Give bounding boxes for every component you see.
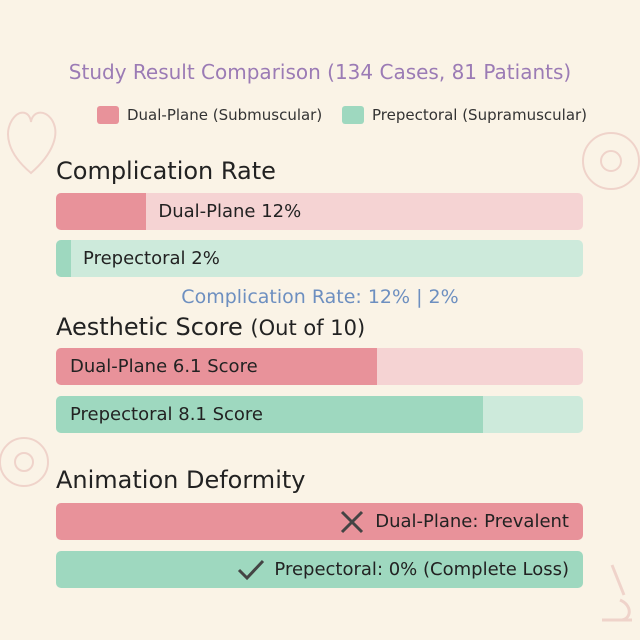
heading-sub: (Out of 10)	[250, 316, 366, 340]
bar-track: Prepectoral 2%	[56, 240, 583, 277]
bar-label: Dual-Plane 12%	[158, 201, 302, 222]
heart-icon	[7, 111, 57, 175]
cell-icon	[0, 437, 49, 487]
heading-text: Aesthetic Score	[56, 313, 243, 341]
bar	[56, 348, 378, 385]
section-heading: Complication Rate	[56, 157, 276, 185]
bar-track: Dual-Plane 6.1 Score	[56, 348, 583, 385]
bar-label: Prepectoral: 0% (Complete Loss)	[274, 559, 569, 580]
bar-track: Prepectoral: 0% (Complete Loss)	[56, 551, 583, 588]
check-icon	[237, 559, 265, 581]
bar-track: Prepectoral 8.1 Score	[56, 396, 583, 433]
section-heading: Aesthetic Score (Out of 10)	[56, 313, 365, 341]
legend-entry: Prepectoral (Supramuscular)	[342, 106, 587, 124]
legend-label: Dual-Plane (Submuscular)	[127, 106, 323, 124]
microscope-icon	[602, 564, 632, 622]
bar	[56, 396, 483, 433]
bar	[56, 193, 147, 230]
section-heading: Animation Deformity	[56, 466, 306, 494]
legend-swatch	[342, 106, 364, 124]
bar-label: Prepectoral 2%	[83, 248, 220, 269]
legend-entry: Dual-Plane (Submuscular)	[97, 106, 322, 124]
cell-icon	[582, 132, 640, 190]
cross-icon	[340, 510, 364, 534]
legend-swatch	[97, 106, 119, 124]
bar-label: Dual-Plane 6.1 Score	[70, 356, 258, 377]
summary: Complication Rate: 12% | 2%	[181, 286, 459, 308]
title: Study Result Comparison (134 Cases, 81 P…	[68, 60, 572, 84]
bar-label: Prepectoral 8.1 Score	[70, 404, 263, 425]
bar-track: Dual-Plane 12%	[56, 193, 583, 230]
bar-label: Dual-Plane: Prevalent	[375, 511, 569, 532]
bar-track: Dual-Plane: Prevalent	[56, 503, 583, 540]
legend-label: Prepectoral (Supramuscular)	[372, 106, 588, 124]
bar	[56, 240, 72, 277]
